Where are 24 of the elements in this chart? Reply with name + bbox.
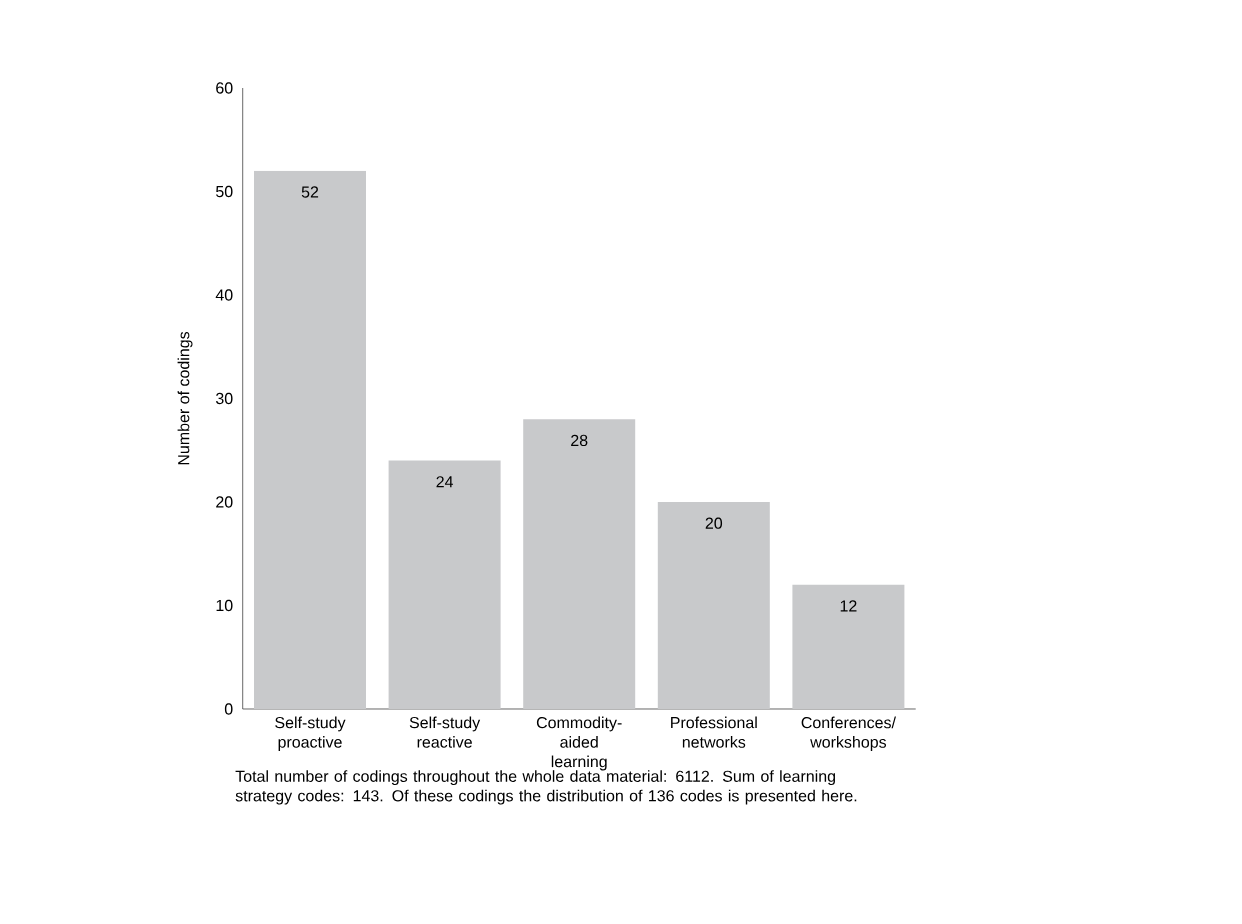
data-label: 24	[436, 476, 454, 488]
x-tick-label: Professional networks	[671, 716, 757, 748]
bar	[254, 170, 366, 709]
bar	[657, 502, 770, 709]
bar	[388, 460, 501, 709]
bar	[792, 584, 905, 709]
y-tick-label: 30	[215, 392, 233, 405]
y-tick-label: 20	[216, 496, 233, 508]
y-tick-label: 60	[216, 82, 233, 94]
y-tick-label: 0	[224, 703, 233, 715]
data-label: 20	[705, 517, 723, 529]
x-tick-label: Conferences/ workshops	[801, 716, 896, 751]
y-tick-label: 50	[216, 185, 233, 198]
data-label: 52	[301, 186, 319, 198]
y-tick-label: 10	[216, 599, 233, 612]
x-tick-label: Commodity-aided learning	[536, 716, 622, 771]
bar	[523, 419, 636, 709]
x-tick-label: Self-study reactive	[409, 716, 481, 748]
x-tick-label: Self-study proactive	[275, 716, 346, 751]
y-axis-title: Number of codings	[177, 331, 193, 465]
text: Total number of codings throughout the whole data material: 6112. Sum of learning strategy codes: 143. Of these codings the distribution of 136 codes is presented here.	[235, 770, 857, 805]
data-label: 28	[571, 434, 588, 447]
y-tick-label: 40	[215, 289, 233, 301]
data-label: 12	[840, 600, 857, 612]
